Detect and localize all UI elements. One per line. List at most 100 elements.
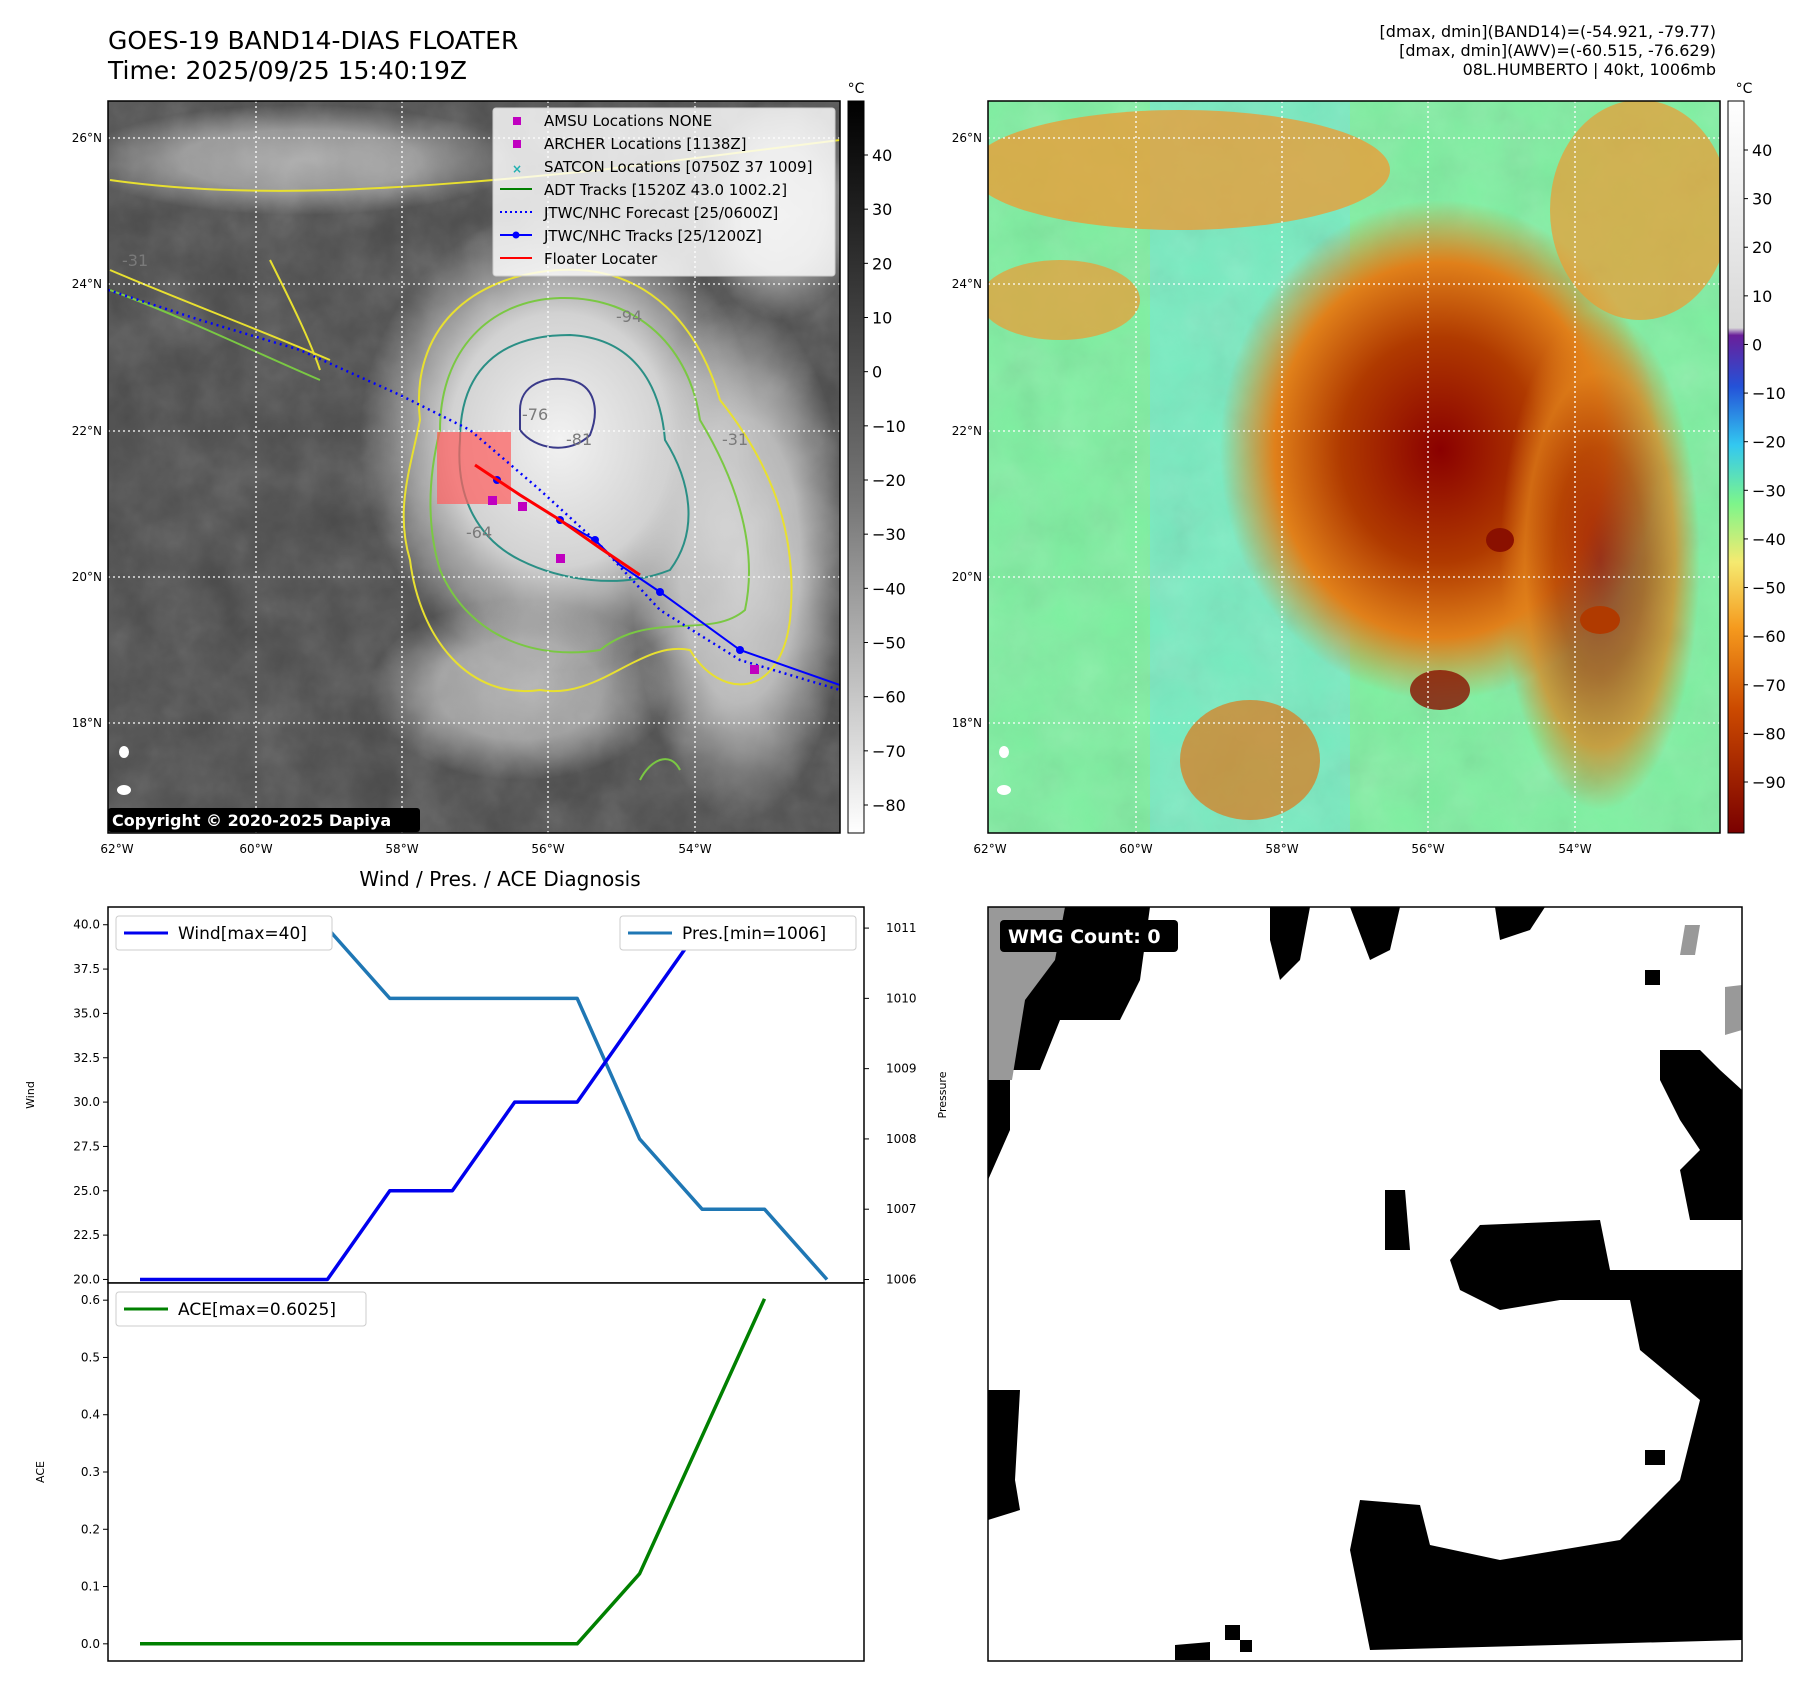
- wind-ticks: 40.0 37.5 35.0 32.5 30.0 27.5 25.0 22.5 20.0: [73, 918, 108, 1286]
- contour-labels: -31 -64 -76 -81 -94 -31: [122, 251, 748, 542]
- diagnosis-panel: Wind / Pres. / ACE Diagnosis Wind Pressu…: [24, 867, 949, 1662]
- svg-text:24°N: 24°N: [952, 277, 982, 291]
- gray-colorbar-ticks: 40 30 20 10 0 −10 −20 −30 −40 −50 −60 −70 −80: [864, 146, 906, 815]
- wind-tick: 37.5: [73, 962, 100, 976]
- svg-text:20°N: 20°N: [72, 570, 102, 584]
- wind-line: [140, 923, 704, 1282]
- ir-lat-labels: 26°N 24°N 22°N 20°N 18°N: [72, 131, 102, 730]
- wind-tick: 25.0: [73, 1184, 100, 1198]
- ace-tick: 0.0: [81, 1637, 100, 1651]
- wind-legend-label: Wind[max=40]: [178, 924, 307, 944]
- colorbar-tick: −70: [1752, 676, 1786, 695]
- pressure-tick: 1009: [886, 1062, 917, 1076]
- color-lon-labels: 62°W 60°W 58°W 56°W 54°W: [973, 842, 1591, 856]
- svg-text:54°W: 54°W: [678, 842, 711, 856]
- colorbar-tick: −50: [1752, 579, 1786, 598]
- floater-track: [474, 463, 641, 577]
- svg-text:-94: -94: [616, 307, 642, 326]
- ir-map-panel: -31 -64 -76 -81 -94 -31 × AMSU Locations…: [72, 81, 906, 856]
- pressure-tick: 1007: [886, 1202, 917, 1216]
- wind-pressure-axes: [107, 906, 865, 1284]
- color-colorbar: [1727, 100, 1745, 834]
- legend-forecast: JTWC/NHC Forecast [25/0600Z]: [543, 204, 778, 222]
- colorbar-tick: 10: [872, 309, 892, 328]
- svg-text:58°W: 58°W: [1265, 842, 1298, 856]
- wind-tick: 32.5: [73, 1051, 100, 1065]
- wind-tick: 30.0: [73, 1095, 100, 1109]
- colorbar-tick: −80: [1752, 724, 1786, 743]
- svg-text:56°W: 56°W: [1411, 842, 1444, 856]
- legend-archer: ARCHER Locations [1138Z]: [544, 135, 747, 153]
- svg-text:26°N: 26°N: [952, 131, 982, 145]
- ace-tick: 0.5: [81, 1350, 100, 1364]
- diagnosis-title: Wind / Pres. / ACE Diagnosis: [359, 867, 640, 891]
- ace-tick: 0.3: [81, 1465, 100, 1479]
- intensity-info: [dmax, dmin](BAND14)=(-54.921, -79.77) [d…: [1379, 22, 1716, 79]
- svg-text:-81: -81: [566, 430, 592, 449]
- svg-text:60°W: 60°W: [239, 842, 272, 856]
- ace-ylabel: ACE: [34, 1461, 47, 1483]
- wind-tick: 22.5: [73, 1228, 100, 1242]
- colorbar-tick: −70: [872, 742, 906, 761]
- pressure-ticks: 1011 1010 1009 1008 1007 1006: [864, 921, 917, 1286]
- colorbar-tick: −40: [1752, 530, 1786, 549]
- colorbar-tick: −30: [872, 525, 906, 544]
- ir-lon-labels: 62°W 60°W 58°W 56°W 54°W: [100, 842, 711, 856]
- legend-amsu: AMSU Locations NONE: [544, 112, 712, 130]
- svg-text:-31: -31: [722, 430, 748, 449]
- colorbar-tick: 20: [872, 254, 892, 273]
- wind-legend: Wind[max=40]: [115, 915, 333, 951]
- legend-satcon: SATCON Locations [0750Z 37 1009]: [544, 158, 812, 176]
- pressure-tick: 1011: [886, 921, 917, 935]
- colorbar-tick: 30: [1752, 190, 1772, 209]
- svg-text:×: ×: [512, 162, 522, 176]
- pressure-tick: 1006: [886, 1272, 917, 1286]
- ace-legend-label: ACE[max=0.6025]: [178, 1300, 336, 1320]
- svg-text:24°N: 24°N: [72, 277, 102, 291]
- figure-title: GOES-19 BAND14-DIAS FLOATER Time: 2025/09…: [108, 26, 519, 85]
- ace-tick: 0.4: [81, 1408, 100, 1422]
- copyright-label: Copyright © 2020-2025 Dapiya: [112, 811, 391, 830]
- pressure-tick: 1008: [886, 1132, 917, 1146]
- legend-marker-amsu: [513, 117, 521, 125]
- ace-tick: 0.6: [81, 1293, 100, 1307]
- colorbar-tick: −90: [1752, 773, 1786, 792]
- wind-tick: 35.0: [73, 1006, 100, 1020]
- legend-tracks: JTWC/NHC Tracks [25/1200Z]: [543, 227, 762, 245]
- svg-text:60°W: 60°W: [1119, 842, 1152, 856]
- legend-floater: Floater Locater: [544, 250, 658, 268]
- gray-colorbar: [847, 100, 865, 834]
- floater-box: [437, 432, 511, 504]
- ace-tick: 0.1: [81, 1580, 100, 1594]
- svg-text:26°N: 26°N: [72, 131, 102, 145]
- pressure-tick: 1010: [886, 991, 917, 1005]
- colorbar-tick: −10: [872, 417, 906, 436]
- legend-adt: ADT Tracks [1520Z 43.0 1002.2]: [544, 181, 787, 199]
- color-colorbar-ticks: 40 30 20 10 0 −10 −20 −30 −40 −50 −60 −70 −80 −90: [1744, 141, 1786, 792]
- colorbar-tick: 20: [1752, 238, 1772, 257]
- color-lat-labels: 26°N 24°N 22°N 20°N 18°N: [952, 131, 982, 730]
- svg-text:22°N: 22°N: [952, 424, 982, 438]
- colorbar-tick: 30: [872, 200, 892, 219]
- svg-text:54°W: 54°W: [1558, 842, 1591, 856]
- pressure-legend-label: Pres.[min=1006]: [682, 924, 826, 944]
- archer-points: [488, 496, 759, 674]
- svg-text:56°W: 56°W: [531, 842, 564, 856]
- svg-text:20°N: 20°N: [952, 570, 982, 584]
- map-legend: × AMSU Locations NONE ARCHER Locations […: [492, 107, 836, 277]
- wind-tick: 20.0: [73, 1272, 100, 1286]
- colorbar-tick: −20: [1752, 433, 1786, 452]
- svg-text:-64: -64: [466, 523, 492, 542]
- colorbar-tick: 0: [1752, 335, 1762, 354]
- colorbar-tick: 10: [1752, 287, 1772, 306]
- ace-tick: 0.2: [81, 1522, 100, 1536]
- colorbar-tick: 40: [1752, 141, 1772, 160]
- svg-text:58°W: 58°W: [385, 842, 418, 856]
- wind-tick: 27.5: [73, 1139, 100, 1153]
- colorbar-tick: −40: [872, 579, 906, 598]
- colorbar-tick: −60: [1752, 627, 1786, 646]
- gray-colorbar-unit: °C: [848, 81, 865, 97]
- svg-text:-31: -31: [122, 251, 148, 270]
- svg-text:18°N: 18°N: [952, 716, 982, 730]
